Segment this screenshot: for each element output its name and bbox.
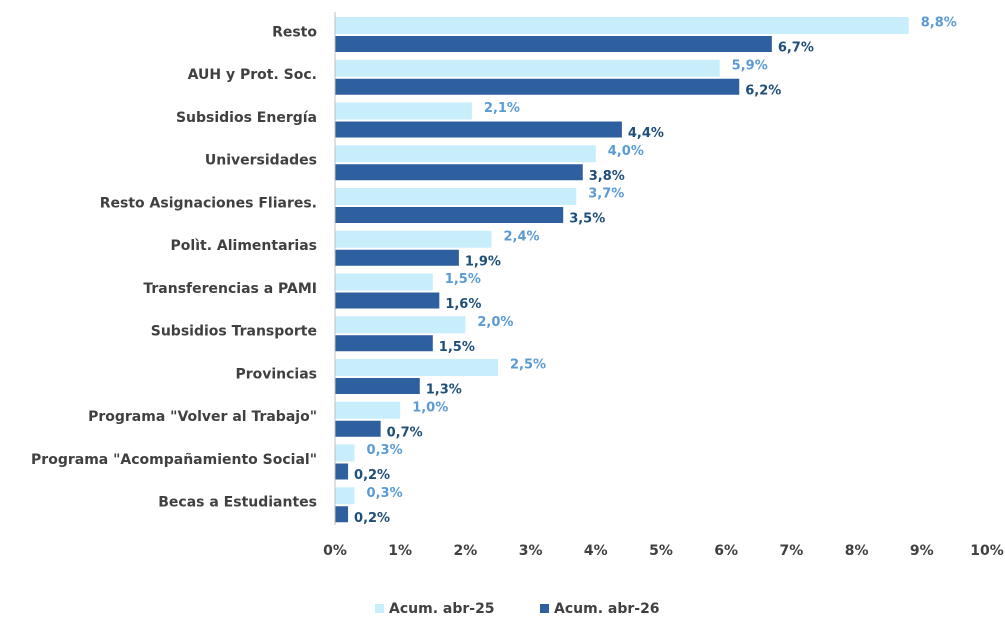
x-tick-label: 1% <box>388 543 412 559</box>
bar <box>335 487 355 505</box>
bar <box>335 78 740 95</box>
y-tick-label: Universidades <box>205 153 317 169</box>
bar <box>335 463 349 480</box>
value-label: 2,5% <box>510 358 546 373</box>
y-tick-label: Becas a Estudiantes <box>158 495 317 511</box>
y-tick-label: Polìt. Alimentarias <box>171 238 317 254</box>
value-label: 1,6% <box>445 297 481 312</box>
bar <box>335 420 381 437</box>
value-label: 8,8% <box>921 16 957 31</box>
x-tick-label: 6% <box>714 543 738 559</box>
bar <box>335 164 583 181</box>
bar <box>335 17 909 34</box>
bar <box>335 359 498 376</box>
y-tick-label: Resto <box>272 24 317 40</box>
y-tick-label: Programa "Volver al Trabajo" <box>88 409 317 425</box>
x-tick-label: 8% <box>845 543 869 559</box>
value-label: 1,3% <box>426 383 462 398</box>
value-label: 0,2% <box>354 511 390 526</box>
x-tick-label: 9% <box>910 543 934 559</box>
y-tick-label: Programa "Acompañamiento Social" <box>31 452 317 468</box>
bar <box>335 316 466 334</box>
value-label: 5,9% <box>732 58 768 73</box>
x-tick-label: 4% <box>584 543 608 559</box>
bar <box>335 249 459 266</box>
legend-label: Acum. abr-26 <box>554 601 660 617</box>
bar <box>335 378 420 394</box>
x-tick-label: 0% <box>323 543 347 559</box>
value-label: 6,2% <box>745 83 781 98</box>
value-label: 1,0% <box>412 400 448 415</box>
x-tick-label: 10% <box>970 543 1004 559</box>
value-label: 1,9% <box>465 254 501 269</box>
value-label: 2,1% <box>484 101 520 116</box>
bar <box>335 36 772 52</box>
y-tick-label: Subsidios Energía <box>176 110 317 126</box>
x-tick-label: 2% <box>454 543 478 559</box>
bar <box>335 292 440 309</box>
y-tick-label: Transferencias a PAMI <box>143 281 317 297</box>
bar <box>335 335 433 352</box>
x-tick-label: 3% <box>519 543 543 559</box>
value-label: 4,0% <box>608 144 644 159</box>
legend-label: Acum. abr-25 <box>389 601 495 617</box>
bar <box>335 401 401 419</box>
value-label: 0,2% <box>354 468 390 483</box>
bar <box>335 273 433 291</box>
bar <box>335 506 349 523</box>
bar <box>335 444 355 462</box>
value-label: 1,5% <box>445 272 481 287</box>
legend-swatch <box>375 604 384 613</box>
bar <box>335 59 720 77</box>
legend-swatch <box>540 604 549 613</box>
value-label: 0,7% <box>387 425 423 440</box>
bar <box>335 230 492 248</box>
value-label: 6,7% <box>778 41 814 56</box>
value-label: 3,5% <box>569 212 605 227</box>
bar <box>335 102 472 120</box>
value-label: 0,3% <box>367 486 403 501</box>
bar <box>335 121 622 138</box>
value-label: 2,0% <box>477 315 513 330</box>
x-tick-label: 5% <box>649 543 673 559</box>
bar <box>335 207 564 223</box>
value-label: 4,4% <box>628 126 664 141</box>
y-tick-label: Resto Asignaciones Fliares. <box>100 195 317 211</box>
value-label: 1,5% <box>439 340 475 355</box>
value-label: 0,3% <box>367 443 403 458</box>
y-tick-label: Subsidios Transporte <box>151 324 317 340</box>
x-tick-label: 7% <box>780 543 804 559</box>
value-label: 3,7% <box>588 187 624 202</box>
value-label: 3,8% <box>589 169 625 184</box>
value-label: 2,4% <box>503 229 539 244</box>
y-tick-label: Provincias <box>235 366 317 382</box>
y-tick-label: AUH y Prot. Soc. <box>188 67 317 83</box>
bar <box>335 188 577 205</box>
bar <box>335 145 596 163</box>
